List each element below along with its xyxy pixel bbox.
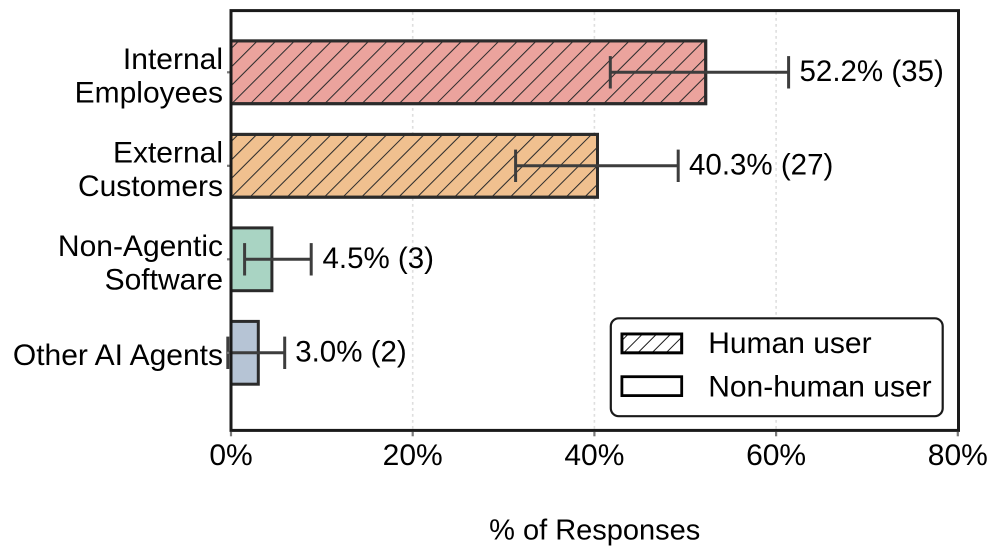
svg-text:Other AI Agents: Other AI Agents [13, 339, 223, 372]
svg-text:80%: 80% [928, 439, 988, 472]
svg-text:% of Responses: % of Responses [489, 514, 700, 546]
svg-text:40.3% (27): 40.3% (27) [689, 148, 833, 181]
svg-text:52.2% (35): 52.2% (35) [800, 55, 944, 88]
svg-text:Customers: Customers [78, 170, 223, 203]
svg-text:External: External [113, 136, 223, 169]
svg-text:0%: 0% [209, 439, 252, 472]
svg-text:Internal: Internal [123, 43, 223, 76]
svg-text:Non-human user: Non-human user [708, 371, 931, 404]
svg-text:Non-Agentic: Non-Agentic [58, 230, 223, 263]
svg-text:3.0% (2): 3.0% (2) [295, 335, 407, 368]
svg-text:20%: 20% [383, 439, 443, 472]
svg-text:60%: 60% [746, 439, 806, 472]
svg-text:4.5% (3): 4.5% (3) [323, 242, 435, 275]
svg-text:Human user: Human user [708, 327, 871, 360]
svg-text:Employees: Employees [75, 76, 223, 109]
svg-text:40%: 40% [564, 439, 624, 472]
svg-text:Software: Software [105, 263, 223, 296]
